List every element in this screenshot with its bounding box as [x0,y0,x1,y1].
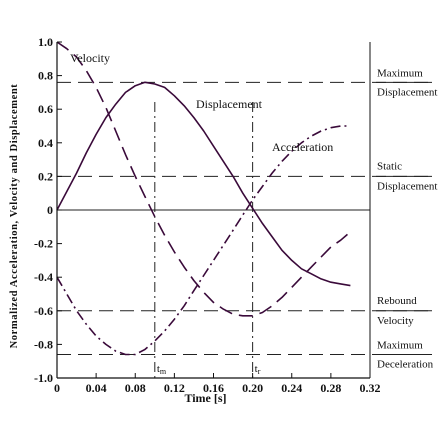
y-tick-label: 1.0 [38,35,53,49]
y-tick-label: -0.6 [34,304,53,318]
y-tick-label: -0.8 [34,337,53,351]
maximum-displacement-label-bottom: Displacement [377,86,437,98]
velocity-annotation: Velocity [70,51,110,65]
x-tick-label: 0.16 [203,381,224,395]
y-tick-label: -1.0 [34,371,53,385]
x-tick-label: 0.08 [125,381,146,395]
rebound-velocity-label-bottom: Velocity [377,315,414,327]
tr-label: tr [255,363,261,376]
x-tick-label: 0.12 [164,381,185,395]
velocity-series-line [56,41,351,317]
displacement-annotation: Displacement [196,97,263,111]
y-tick-label: -0.2 [34,237,53,251]
y-tick-label: -0.4 [34,270,53,284]
x-tick-label: 0 [54,381,60,395]
y-axis-label: Normalized Acceleration, Velocity and Di… [9,84,20,349]
static-displacement-label-bottom: Displacement [377,180,437,192]
displacement-series-line [56,81,351,287]
tm-label: tm [157,363,167,376]
x-tick-label: 0.20 [242,381,263,395]
y-tick-label: 0 [47,203,53,217]
rebound-velocity-label-top: Rebound [377,295,417,307]
x-tick-label: 0.24 [281,381,302,395]
y-tick-label: 0.6 [38,102,53,116]
maximum-deceleration-label-top: Maximum [377,339,423,351]
acceleration-series-line [56,125,351,356]
x-tick-label: 0.28 [320,381,341,395]
acceleration-annotation: Acceleration [272,140,333,154]
maximum-displacement-label-top: Maximum [377,67,423,79]
maximum-deceleration-label-bottom: Deceleration [377,358,434,370]
y-tick-label: 0.2 [38,169,53,183]
y-tick-label: 0.8 [38,69,53,83]
x-tick-label: 0.04 [86,381,107,395]
y-tick-label: 0.4 [38,136,53,150]
static-displacement-label-top: Static [377,160,402,172]
x-tick-label: 0.32 [360,381,381,395]
x-axis-label: Time [s] [184,391,226,405]
